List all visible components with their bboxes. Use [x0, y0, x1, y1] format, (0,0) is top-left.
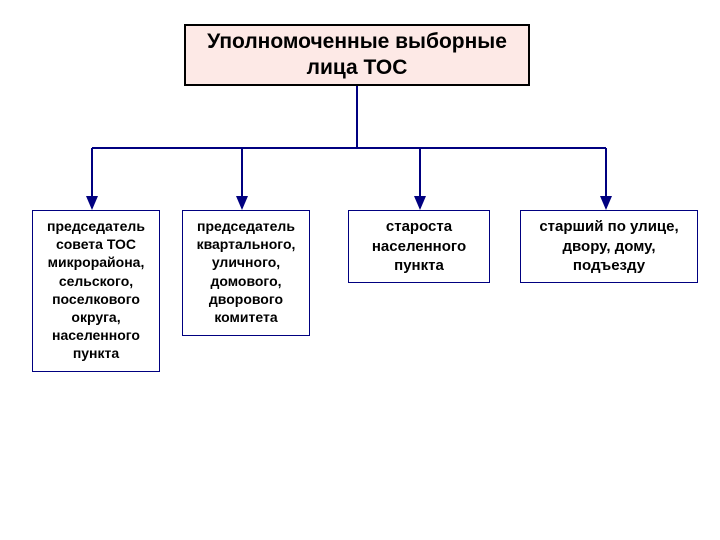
child-label-3: старший по улице, двору, дому, подъезду — [539, 218, 678, 274]
child-label-1: председатель квартального, уличного, дом… — [197, 218, 296, 325]
child-label-2: староста населенного пункта — [372, 218, 466, 274]
child-label-0: председатель совета ТОС микрорайона, сел… — [47, 218, 145, 361]
root-label: Уполномоченные выборные лица ТОС — [186, 29, 528, 82]
child-node-1: председатель квартального, уличного, дом… — [182, 210, 310, 336]
child-node-0: председатель совета ТОС микрорайона, сел… — [32, 210, 160, 372]
child-node-2: староста населенного пункта — [348, 210, 490, 283]
child-node-3: старший по улице, двору, дому, подъезду — [520, 210, 698, 283]
root-node: Уполномоченные выборные лица ТОС — [184, 24, 530, 86]
